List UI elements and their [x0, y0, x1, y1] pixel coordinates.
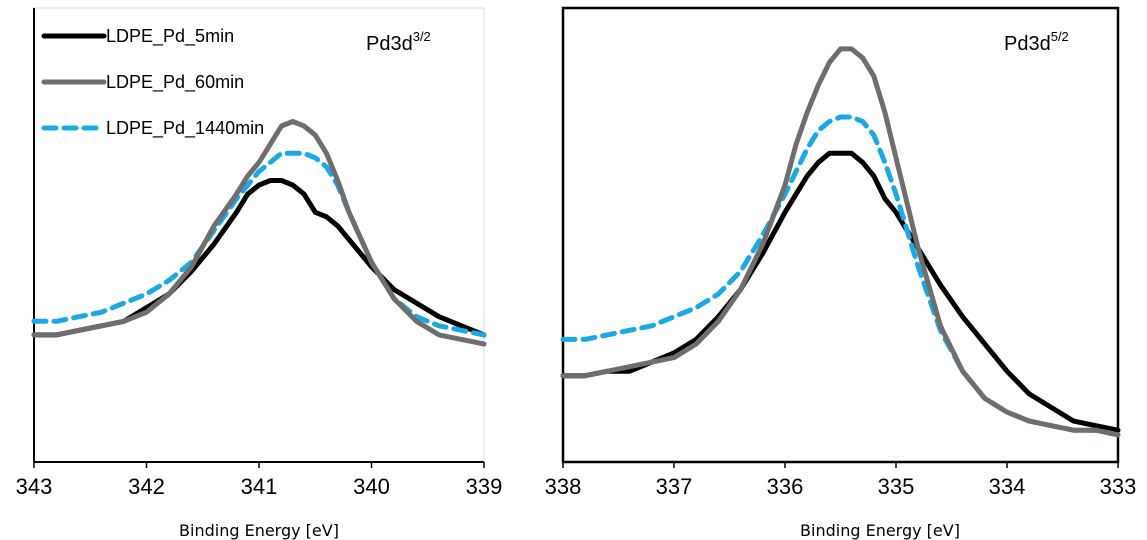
legend: LDPE_Pd_5min LDPE_Pd_60min LDPE_Pd_1440min — [41, 26, 264, 139]
x-tick-label: 343 — [16, 474, 53, 499]
series-line-ldpe-pd-60min — [560, 46, 1121, 438]
x-tick-label: 336 — [767, 474, 804, 499]
panel-title: Pd3d3/2 — [366, 29, 431, 55]
legend-entry-label: LDPE_Pd_60min — [106, 72, 244, 93]
x-ticks: 343 342 341 340 339 — [16, 462, 503, 499]
legend-entry-label: LDPE_Pd_1440min — [106, 118, 264, 139]
x-ticks: 338 337 336 335 334 333 — [545, 462, 1137, 499]
series-line-ldpe-pd-1440min — [560, 114, 1121, 438]
x-tick-label: 334 — [989, 474, 1026, 499]
x-tick-label: 340 — [353, 474, 390, 499]
x-tick-label: 337 — [656, 474, 693, 499]
legend-entry-label: LDPE_Pd_5min — [106, 26, 234, 47]
x-axis-label: Binding Energy [eV] — [179, 521, 339, 540]
series-group — [31, 119, 487, 347]
x-tick-label: 341 — [241, 474, 278, 499]
panel-pd3d-3-2: 343 342 341 340 339 Pd3d3/2 Binding Energy [… — [16, 7, 503, 540]
x-tick-label: 333 — [1100, 474, 1137, 499]
x-axis-label: Binding Energy [eV] — [800, 521, 960, 540]
panel-title: Pd3d5/2 — [1004, 29, 1069, 55]
series-group — [560, 46, 1121, 438]
panel-pd3d-5-2: 338 337 336 335 334 333 Pd3d5/2 Binding Energ… — [545, 6, 1137, 540]
x-tick-label: 339 — [466, 474, 503, 499]
x-tick-label: 338 — [545, 474, 582, 499]
series-line-ldpe-pd-5min — [560, 150, 1121, 433]
series-line-ldpe-pd-1440min — [31, 150, 487, 338]
plot-area-frame — [33, 7, 485, 463]
series-line-ldpe-pd-60min — [31, 119, 487, 347]
x-tick-label: 342 — [128, 474, 165, 499]
x-tick-label: 335 — [878, 474, 915, 499]
plot-area-frame — [561, 6, 1120, 464]
